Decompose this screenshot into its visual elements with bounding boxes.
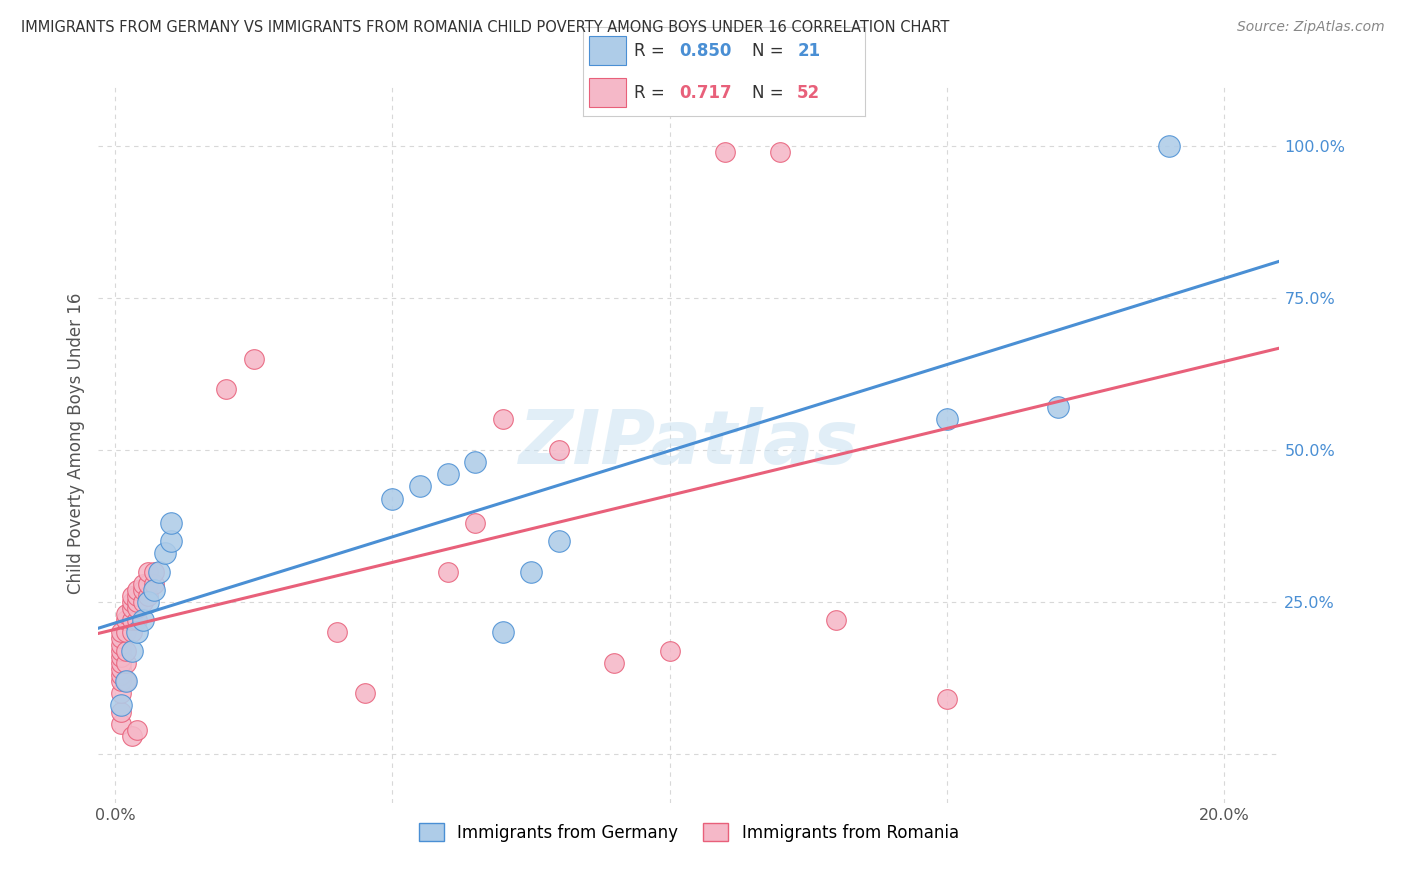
Point [825, 613, 848, 627]
Point [121, 613, 143, 627]
Point [110, 632, 132, 646]
Point [115, 607, 138, 622]
Point [436, 565, 458, 579]
Text: 21: 21 [797, 42, 820, 60]
Point [136, 595, 159, 609]
Text: Source: ZipAtlas.com: Source: ZipAtlas.com [1237, 20, 1385, 34]
Point [121, 729, 143, 743]
Point [110, 649, 132, 664]
Point [110, 698, 132, 713]
Point [603, 656, 626, 670]
Point [492, 412, 515, 426]
Point [115, 674, 138, 689]
Point [464, 516, 486, 530]
Point [242, 351, 264, 366]
Point [110, 716, 132, 731]
Point [547, 534, 569, 549]
Point [121, 595, 143, 609]
Legend: Immigrants from Germany, Immigrants from Romania: Immigrants from Germany, Immigrants from… [412, 817, 966, 848]
Point [142, 582, 165, 597]
Point [935, 692, 957, 706]
Point [769, 145, 792, 159]
Point [110, 638, 132, 652]
Text: ZIPatlas: ZIPatlas [519, 408, 859, 480]
Point [136, 589, 159, 603]
Point [326, 625, 349, 640]
Point [127, 595, 149, 609]
Point [115, 674, 138, 689]
Point [121, 589, 143, 603]
Point [132, 613, 155, 627]
Y-axis label: Child Poverty Among Boys Under 16: Child Poverty Among Boys Under 16 [66, 293, 84, 594]
Point [115, 613, 138, 627]
Point [115, 656, 138, 670]
Bar [589, 36, 626, 65]
Point [658, 643, 681, 657]
Point [464, 455, 486, 469]
Point [110, 705, 132, 719]
Point [520, 565, 543, 579]
Point [142, 565, 165, 579]
Point [436, 467, 458, 482]
Point [127, 582, 149, 597]
Point [714, 145, 737, 159]
Point [136, 565, 159, 579]
Point [132, 582, 155, 597]
Point [409, 479, 432, 493]
Text: N =: N = [752, 84, 783, 102]
Point [110, 662, 132, 676]
Point [127, 613, 149, 627]
Point [132, 595, 155, 609]
Point [121, 643, 143, 657]
Text: N =: N = [752, 42, 783, 60]
Point [127, 601, 149, 615]
Point [132, 576, 155, 591]
Point [136, 576, 159, 591]
Point [127, 589, 149, 603]
Point [110, 643, 132, 657]
Point [215, 382, 238, 396]
Point [142, 576, 165, 591]
Point [110, 686, 132, 700]
Point [159, 534, 181, 549]
Text: IMMIGRANTS FROM GERMANY VS IMMIGRANTS FROM ROMANIA CHILD POVERTY AMONG BOYS UNDE: IMMIGRANTS FROM GERMANY VS IMMIGRANTS FR… [21, 20, 949, 35]
Point [159, 516, 181, 530]
Point [127, 625, 149, 640]
Point [110, 668, 132, 682]
Point [492, 625, 515, 640]
Point [148, 565, 170, 579]
Point [110, 656, 132, 670]
Point [1046, 401, 1069, 415]
Text: 52: 52 [797, 84, 820, 102]
Point [110, 625, 132, 640]
Point [153, 546, 176, 560]
Point [115, 643, 138, 657]
Text: R =: R = [634, 42, 665, 60]
Text: 0.717: 0.717 [679, 84, 731, 102]
Point [353, 686, 375, 700]
Bar [589, 78, 626, 107]
Point [121, 625, 143, 640]
Point [935, 412, 957, 426]
Point [115, 625, 138, 640]
Point [381, 491, 404, 506]
Point [110, 674, 132, 689]
Text: 0.850: 0.850 [679, 42, 731, 60]
Point [127, 723, 149, 737]
Point [547, 442, 569, 457]
Point [121, 601, 143, 615]
Text: R =: R = [634, 84, 665, 102]
Point [1157, 138, 1180, 153]
